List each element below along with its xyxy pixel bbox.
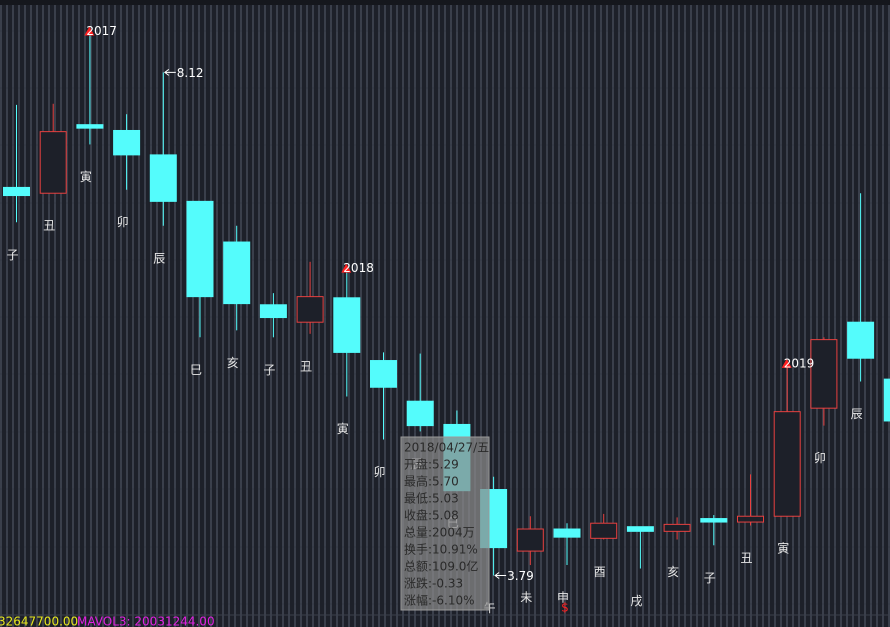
candle-body [333,297,361,353]
candle-label: 未 [520,591,532,605]
tooltip-line: 最低:5.03 [404,492,459,506]
year-label: 2018 [343,261,374,275]
candle-label: 卯 [373,465,385,479]
tooltip-line: 开盘:5.29 [404,457,459,472]
candle-body [3,186,30,197]
candle-label: 寅 [777,541,789,556]
extreme-arrow [163,68,176,76]
tooltip-line: 换手:10.91% [404,543,478,557]
mavol-label: MAVOL3: 20031244.00 [77,615,215,627]
candle-body [406,400,434,427]
tooltip-line: 总额:109.0亿 [404,559,478,574]
extreme-label: 3.79 [507,569,534,583]
candle-label: 子 [704,571,716,585]
tooltip-line: 涨跌:-0.33 [404,576,463,591]
volume-label: 32647700.00 [0,615,78,627]
candle-label: 卯 [117,215,129,229]
candle-body [737,515,764,523]
candle-body [553,528,581,538]
candle-label: 亥 [227,356,239,370]
candle-label: 巳 [190,363,202,377]
candle-label: 子 [263,363,275,377]
candle-label: 子 [6,248,18,262]
candle-body [663,523,691,532]
candle-body [186,200,214,298]
candle-body [39,131,67,194]
tooltip-box [400,436,490,611]
tooltip-line: 收盘:5.08 [404,508,459,523]
candle-label: 丑 [43,219,55,233]
candle-body [223,241,251,305]
candle-body [149,154,177,202]
candle-body [516,528,544,552]
extreme-arrow [494,572,507,579]
candle-body [847,321,875,359]
signal-marker: $ [561,601,569,615]
top-bar [0,0,890,5]
candle-label: 寅 [337,421,349,436]
candle-body [883,378,890,422]
candle-label: 辰 [851,407,863,421]
year-marker [84,26,95,36]
year-marker [341,263,352,273]
year-label: 2019 [784,356,815,370]
candle-body [626,526,654,532]
candle-label: 戌 [630,594,642,608]
candle-label: 丑 [300,359,312,373]
candle-body [76,124,104,129]
candle-body [370,360,397,388]
tooltip-line: 2018/04/27/五 [404,441,489,455]
year-label: 2017 [86,24,117,38]
tooltip-line: 涨幅:-6.10% [404,593,475,608]
candle-body [296,296,324,323]
candle-body [773,411,801,517]
tooltip: 2018/04/27/五开盘:5.29 最高:5.70 最低:5.03 收盘:5.08… [400,436,490,611]
candle-label: 申 [557,591,569,605]
candle-label: 亥 [667,565,679,579]
candle-label: 辰 [153,251,165,265]
extreme-label: 8.12 [177,66,204,80]
candle-body [700,518,728,523]
year-marker [781,358,792,368]
tooltip-line: 总量:2004万 [404,526,475,540]
tooltip-line: 最高:5.70 [404,474,459,489]
candle-body [259,304,287,319]
candle-label: 丑 [740,551,752,565]
candle-body [113,129,141,156]
candle-body [810,339,838,409]
candle-label: 寅 [80,169,92,184]
candle-label: 酉 [594,565,606,579]
candle-body [590,522,618,539]
candle-label: 卯 [814,451,826,465]
